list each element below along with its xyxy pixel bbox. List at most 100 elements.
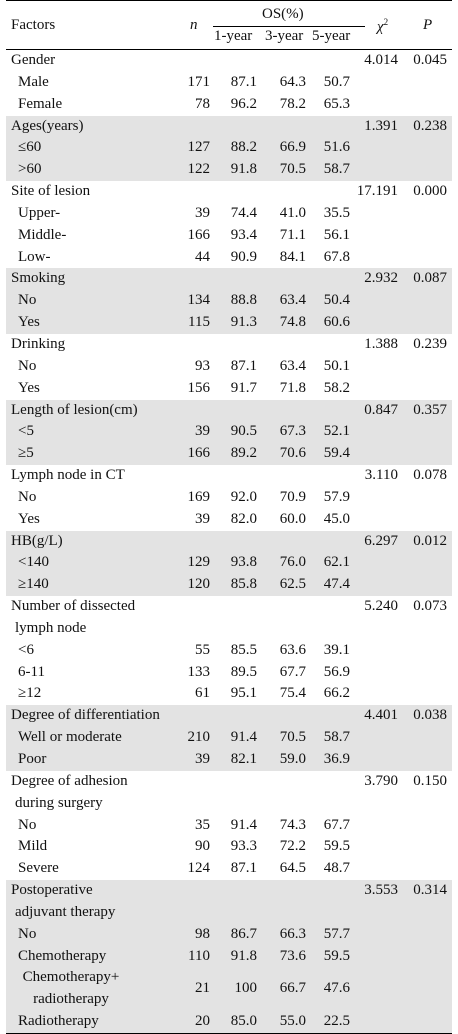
os-3year-value: 66.9 (279, 139, 306, 156)
n-value: 166 (187, 445, 211, 462)
group-header-row: Number of dissected lymph node 5.240 0.073 (6, 596, 452, 640)
p-value: 0.012 (413, 532, 447, 549)
n-value: 61 (195, 685, 210, 702)
factor-label-line: Smoking (11, 270, 66, 287)
os-3year-value: 55.0 (279, 1013, 306, 1030)
p-value: 0.045 (413, 52, 447, 68)
p-value: 0.078 (413, 467, 447, 484)
os-5year-value: 67.7 (323, 816, 350, 833)
subgroup-label: <6 (18, 641, 34, 658)
os-1year-value: 82.1 (230, 751, 257, 767)
chi-square-value: 3.110 (364, 467, 398, 484)
subgroup-label: <5 (18, 423, 34, 440)
chi-square-value: 1.391 (364, 117, 398, 134)
os-1year-value: 90.5 (230, 423, 257, 440)
survival-table: Factors n OS(%) 1-year 3-year 5-year χ2 … (6, 0, 452, 1034)
subgroup-label: ≥140 (18, 576, 49, 593)
os-5year-value: 58.7 (323, 729, 350, 746)
os-5year-value: 59.5 (323, 947, 350, 964)
table-row: Chemotherapy 110 91.8 73.6 59.5 (6, 945, 452, 968)
subgroup-label: 6-11 (18, 663, 45, 680)
table-row: Middle- 166 93.4 71.1 56.1 (6, 225, 452, 247)
subgroup-label: <140 (18, 554, 49, 571)
os-1year-value: 93.8 (230, 554, 257, 571)
p-value: 0.073 (413, 598, 447, 615)
chi-square-value: 2.932 (364, 270, 398, 287)
n-value: 156 (187, 379, 211, 396)
os-3year-value: 64.5 (279, 860, 306, 877)
n-value: 90 (195, 838, 210, 855)
os-3year-value: 74.3 (279, 816, 306, 833)
os-1year-value: 95.1 (230, 685, 257, 702)
subgroup-label: No (18, 292, 37, 309)
os-1year-value: 87.1 (230, 860, 257, 877)
subgroup-label: Chemotherapy (18, 947, 107, 964)
factor-label-line: Site of lesion (11, 183, 91, 200)
table-row: Poor 39 82.1 59.0 36.9 (6, 749, 452, 771)
n-value: 127 (187, 139, 211, 156)
factor-label-line: Drinking (11, 335, 66, 352)
p-value: 0.038 (413, 707, 447, 724)
factor-label: Ages(years) (11, 116, 83, 138)
os-5year-value: 66.2 (323, 685, 350, 702)
factor-label: HB(g/L) (11, 531, 63, 553)
group-header-row: Degree of adhesion during surgery 3.790 0.1… (6, 771, 452, 815)
os-5year-value: 22.5 (323, 1013, 350, 1030)
os-3year-value: 74.8 (279, 314, 306, 331)
table-row: 6-11 133 89.5 67.7 56.9 (6, 662, 452, 684)
os-1year-value: 91.4 (230, 816, 257, 833)
header-factors: Factors (11, 17, 56, 33)
factor-label: Drinking (11, 334, 65, 356)
p-value: 0.150 (413, 772, 447, 789)
n-value: 78 (195, 95, 210, 112)
table-row: Severe 124 87.1 64.5 48.7 (6, 858, 452, 880)
subgroup-label: No (18, 816, 37, 833)
os-5year-value: 47.6 (323, 980, 350, 997)
group-header-row: HB(g/L) 6.297 0.012 (6, 530, 452, 553)
n-value: 171 (187, 73, 211, 90)
n-value: 21 (195, 980, 210, 997)
table-row: ≥12 61 95.1 75.4 66.2 (6, 683, 452, 705)
factor-label-line: Ages(years) (11, 117, 84, 134)
n-value: 20 (195, 1013, 210, 1030)
os-5year-value: 50.7 (323, 73, 350, 90)
n-value: 55 (195, 641, 210, 658)
os-5year-value: 52.1 (323, 423, 350, 440)
chi-square-value: 5.240 (364, 598, 398, 615)
n-value: 39 (195, 423, 210, 440)
n-value: 166 (187, 226, 211, 243)
header-chi-square: χ2 (377, 17, 389, 35)
os-3year-value: 72.2 (279, 838, 306, 855)
subgroup-label: Poor (18, 751, 47, 767)
group-header-row: Length of lesion(cm) 0.847 0.357 (6, 399, 452, 422)
group-header-row: Gender 4.014 0.045 (6, 50, 452, 72)
table-row: ≤60 127 88.2 66.9 51.6 (6, 137, 452, 160)
table-header: Factors n OS(%) 1-year 3-year 5-year χ2 … (6, 0, 452, 50)
os-3year-value: 59.0 (279, 751, 306, 767)
subgroup-label: Male (18, 73, 49, 90)
os-1year-value: 85.5 (230, 641, 257, 658)
os-1year-value: 90.9 (230, 248, 257, 265)
n-value: 39 (195, 204, 210, 221)
table-row: Yes 156 91.7 71.8 58.2 (6, 378, 452, 400)
subgroup-label: Upper- (18, 204, 61, 221)
os-5year-value: 47.4 (323, 576, 350, 593)
subgroup-label: Female (18, 95, 63, 112)
os-1year-value: 100 (234, 980, 258, 997)
table-row: No 169 92.0 70.9 57.9 (6, 487, 452, 509)
n-value: 124 (187, 860, 211, 877)
factor-label-line: Degree of adhesion (11, 772, 128, 789)
subgroup-label: ≥12 (18, 685, 42, 702)
os-3year-value: 66.7 (279, 980, 306, 997)
table-row: Upper- 39 74.4 41.0 35.5 (6, 203, 452, 225)
factor-label-line: Lymph node in CT (11, 467, 125, 484)
os-5year-value: 67.8 (323, 248, 350, 265)
chi-square-value: 4.014 (364, 52, 398, 68)
os-3year-value: 67.3 (279, 423, 306, 440)
table-row: Mild 90 93.3 72.2 59.5 (6, 836, 452, 858)
os-5year-value: 58.7 (323, 161, 350, 178)
os-5year-value: 48.7 (323, 860, 350, 877)
os-1year-value: 87.1 (230, 357, 257, 374)
group-header-row: Smoking 2.932 0.087 (6, 268, 452, 291)
os-3year-value: 62.5 (279, 576, 306, 593)
